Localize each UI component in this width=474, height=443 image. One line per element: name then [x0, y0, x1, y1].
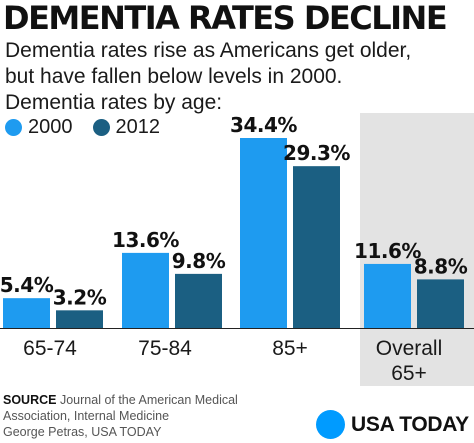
bar-2000-2	[240, 138, 287, 328]
category-label: 65+	[391, 362, 427, 385]
legend-item-2012: 2012	[92, 116, 161, 138]
data-label: 11.6%	[354, 239, 421, 263]
bar-2000-3	[364, 263, 411, 328]
bar-2012-2	[293, 166, 340, 328]
bar-2000-1	[122, 252, 169, 328]
usa-today-logo: USA TODAY	[316, 410, 469, 439]
legend-item-2000: 2000	[5, 116, 73, 138]
data-label: 29.3%	[283, 141, 350, 165]
legend-label-2012: 2012	[115, 116, 161, 138]
bar-2012-0	[56, 310, 103, 328]
data-label: 3.2%	[53, 285, 107, 309]
legend-swatch-2012	[92, 118, 110, 136]
data-label: 34.4%	[230, 113, 297, 137]
category-label: 65-74	[23, 337, 77, 360]
source-note: SOURCE Journal of the American Medical A…	[3, 392, 303, 440]
logo-text: USA TODAY	[351, 412, 469, 436]
credit-text: George Petras, USA TODAY	[3, 425, 162, 439]
logo-dot-icon	[316, 410, 345, 439]
source-text: Journal of the American Medical Associat…	[3, 393, 238, 423]
chart-title: DEMENTIA RATES DECLINE	[3, 0, 448, 37]
category-label: Overall	[376, 337, 443, 360]
category-label: 75-84	[138, 337, 192, 360]
subtitle-line: Dementia rates by age:	[5, 91, 223, 114]
overall-highlight-panel	[360, 113, 474, 386]
category-label: 85+	[272, 337, 308, 360]
source-label: SOURCE	[3, 393, 57, 407]
bar-2000-0	[3, 298, 50, 328]
bar-2012-3	[417, 279, 464, 328]
legend-swatch-2000	[5, 118, 22, 136]
data-label: 13.6%	[112, 228, 179, 252]
data-label: 5.4%	[0, 273, 54, 297]
data-label: 9.8%	[172, 249, 226, 273]
legend: 2000 2012	[5, 116, 180, 138]
bar-2012-1	[175, 273, 222, 328]
legend-label-2000: 2000	[28, 116, 73, 138]
data-label: 8.8%	[414, 254, 468, 278]
chart-subtitle: Dementia rates rise as Americans get old…	[5, 38, 474, 116]
subtitle-line: Dementia rates rise as Americans get old…	[5, 39, 412, 62]
subtitle-line: but have fallen below levels in 2000.	[5, 65, 343, 88]
